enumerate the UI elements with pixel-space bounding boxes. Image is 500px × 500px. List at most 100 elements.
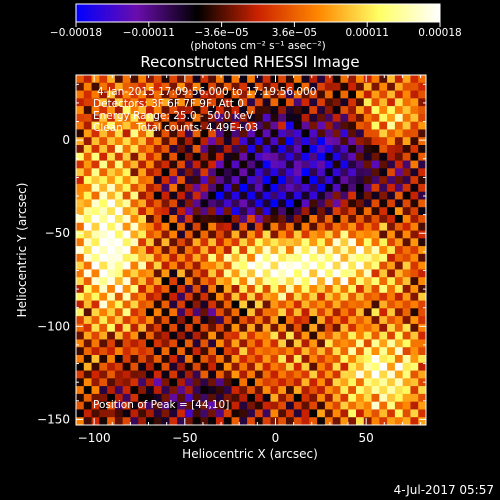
- heatmap-cell: [200, 98, 209, 107]
- heatmap-cell: [254, 230, 264, 239]
- heatmap-cell: [324, 90, 334, 99]
- heatmap-cell: [146, 145, 155, 154]
- heatmap-cell: [107, 137, 116, 146]
- heatmap-cell: [161, 362, 170, 371]
- heatmap-cell: [254, 246, 264, 255]
- heatmap-cell: [301, 113, 310, 123]
- heatmap-cell: [317, 409, 326, 418]
- heatmap-cell: [247, 230, 256, 239]
- heatmap-cell: [348, 269, 357, 278]
- heatmap-cell: [169, 246, 178, 255]
- heatmap-cell: [146, 378, 155, 387]
- heatmap-cell: [356, 238, 365, 247]
- heatmap-cell: [317, 90, 326, 99]
- heatmap-image: [76, 75, 427, 426]
- heatmap-cell: [161, 106, 170, 115]
- heatmap-cell: [317, 339, 326, 348]
- heatmap-cell: [200, 269, 209, 278]
- heatmap-cell: [324, 409, 334, 418]
- heatmap-cell: [208, 246, 217, 255]
- heatmap-cell: [293, 323, 302, 333]
- heatmap-cell: [177, 137, 186, 146]
- heatmap-cell: [410, 222, 419, 231]
- heatmap-cell: [317, 331, 326, 340]
- heatmap-cell: [76, 238, 85, 247]
- heatmap-cell: [379, 417, 388, 426]
- heatmap-cell: [379, 292, 388, 301]
- heatmap-cell: [223, 285, 232, 294]
- heatmap-cell: [192, 238, 201, 247]
- heatmap-cell: [371, 323, 380, 333]
- heatmap-cell: [184, 238, 194, 247]
- heatmap-cell: [208, 152, 217, 161]
- heatmap-cell: [161, 277, 170, 286]
- heatmap-cell: [262, 145, 271, 154]
- heatmap-cell: [130, 121, 139, 130]
- heatmap-cell: [223, 409, 232, 418]
- heatmap-cell: [286, 145, 295, 154]
- heatmap-cell: [371, 292, 380, 301]
- heatmap-cell: [254, 98, 264, 107]
- heatmap-cell: [200, 199, 209, 208]
- heatmap-cell: [418, 409, 427, 418]
- heatmap-cell: [107, 98, 116, 107]
- heatmap-cell: [332, 285, 341, 294]
- heatmap-cell: [239, 215, 248, 224]
- heatmap-cell: [402, 75, 411, 84]
- heatmap-cell: [340, 168, 349, 177]
- heatmap-cell: [379, 308, 388, 317]
- heatmap-cell: [301, 152, 310, 161]
- heatmap-cell: [348, 75, 357, 84]
- heatmap-cell: [340, 300, 349, 309]
- heatmap-cell: [200, 308, 209, 317]
- heatmap-cell: [278, 362, 287, 371]
- heatmap-cell: [239, 113, 248, 123]
- heatmap-cell: [169, 215, 178, 224]
- heatmap-cell: [76, 253, 85, 263]
- heatmap-cell: [114, 129, 124, 138]
- heatmap-cell: [247, 238, 256, 247]
- heatmap-cell: [278, 386, 287, 395]
- heatmap-cell: [286, 121, 295, 130]
- heatmap-cell: [208, 393, 217, 403]
- heatmap-cell: [192, 316, 201, 325]
- x-tick-label: 0: [272, 431, 280, 445]
- heatmap-cell: [418, 253, 427, 263]
- heatmap-cell: [130, 176, 139, 185]
- heatmap-cell: [83, 246, 92, 255]
- heatmap-cell: [301, 253, 310, 263]
- heatmap-cell: [216, 160, 225, 169]
- heatmap-cell: [130, 90, 139, 99]
- heatmap-cell: [192, 300, 201, 309]
- heatmap-cell: [410, 393, 419, 403]
- heatmap-cell: [286, 370, 295, 379]
- heatmap-cell: [107, 401, 116, 410]
- heatmap-cell: [363, 401, 372, 410]
- heatmap-cell: [247, 137, 256, 146]
- heatmap-cell: [161, 90, 170, 99]
- heatmap-cell: [402, 222, 411, 231]
- heatmap-cell: [200, 129, 209, 138]
- heatmap-cell: [239, 160, 248, 169]
- heatmap-cell: [394, 386, 404, 395]
- heatmap-cell: [231, 277, 240, 286]
- heatmap-cell: [223, 230, 232, 239]
- heatmap-cell: [122, 277, 131, 286]
- heatmap-cell: [379, 393, 388, 403]
- heatmap-cell: [76, 370, 85, 379]
- heatmap-cell: [270, 106, 279, 115]
- heatmap-cell: [99, 183, 108, 193]
- heatmap-cell: [122, 191, 131, 200]
- heatmap-cell: [356, 82, 365, 91]
- heatmap-cell: [410, 261, 419, 270]
- heatmap-cell: [340, 106, 349, 115]
- colorbar-unit-label: (photons cm⁻² s⁻¹ asec⁻²): [190, 40, 325, 52]
- heatmap-cell: [247, 129, 256, 138]
- heatmap-cell: [99, 292, 108, 301]
- heatmap-cell: [293, 355, 302, 364]
- heatmap-cell: [177, 106, 186, 115]
- heatmap-cell: [379, 362, 388, 371]
- heatmap-cell: [184, 199, 194, 208]
- heatmap-cell: [122, 355, 131, 364]
